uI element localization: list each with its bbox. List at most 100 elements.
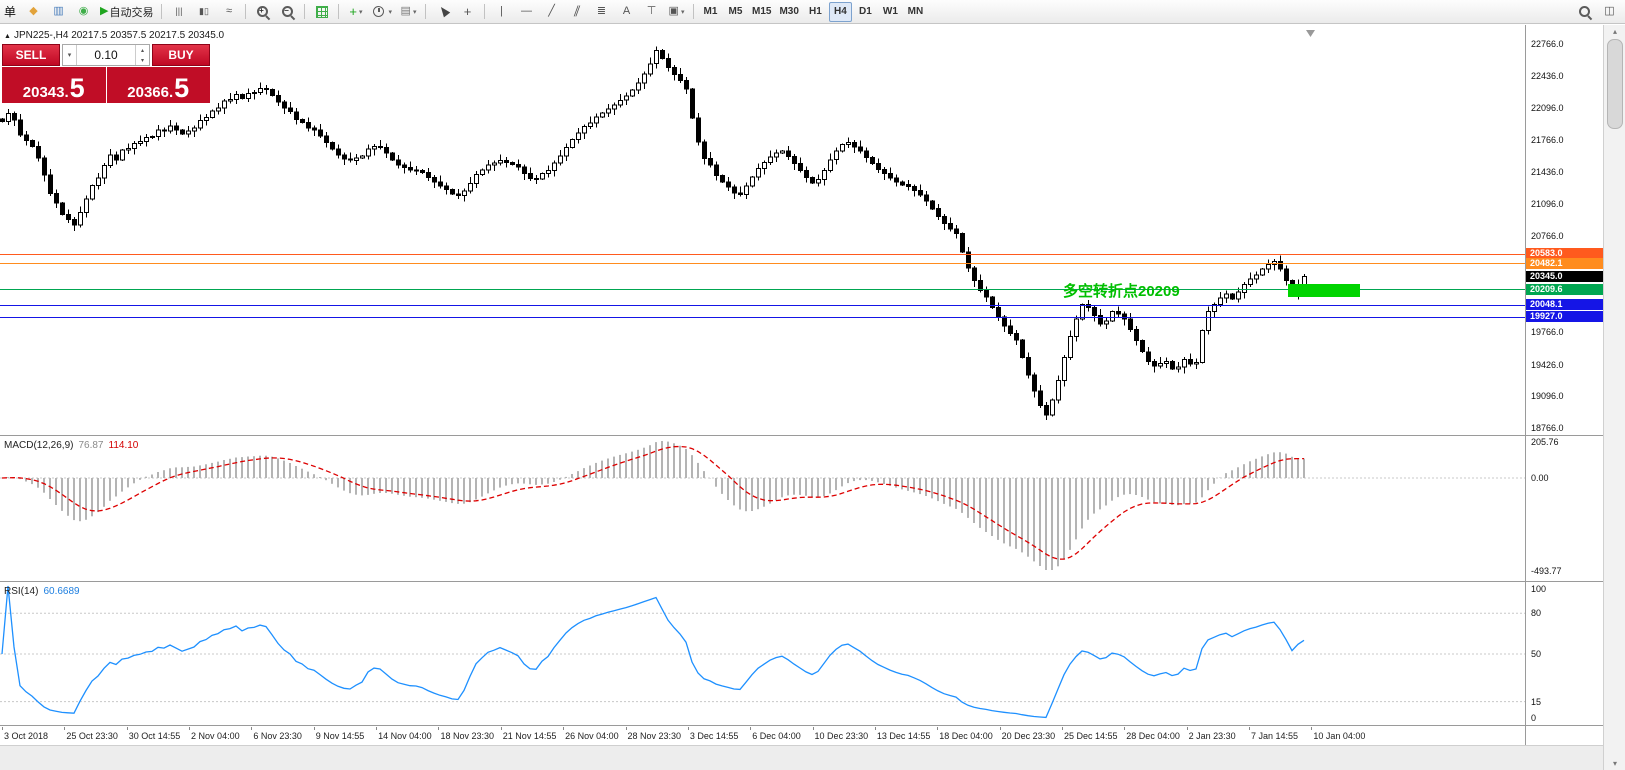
channel-icon[interactable]: ∥: [571, 5, 582, 17]
periods-icon[interactable]: ▾: [369, 2, 395, 22]
scroll-down-icon[interactable]: ▾: [1612, 759, 1617, 768]
indicators-icon[interactable]: + ▾: [349, 4, 363, 19]
time-axis-tick: [2, 727, 3, 730]
panel-separator[interactable]: [0, 581, 1603, 582]
autotrading-button[interactable]: ▶ 自动交易: [100, 5, 154, 19]
templates-icon-dropdown[interactable]: ▾: [412, 8, 417, 16]
search-icon[interactable]: [1573, 2, 1596, 22]
timeframe-mn[interactable]: MN: [907, 6, 924, 17]
bar-chart-icon[interactable]: |||: [175, 6, 183, 16]
line-chart-icon[interactable]: ≈: [225, 5, 232, 17]
navigator-icon[interactable]: ◉: [78, 5, 89, 17]
text-icon[interactable]: A: [622, 5, 631, 17]
crosshair-icon[interactable]: +: [463, 4, 472, 19]
panel-separator[interactable]: [0, 725, 1603, 726]
main-price-chart[interactable]: [0, 28, 1525, 435]
time-axis[interactable]: 3 Oct 2018 25 Oct 23:30 30 Oct 14:55 2 Nov …: [0, 727, 1525, 745]
time-axis-label: 28 Nov 23:30: [627, 731, 682, 741]
shapes-icon-dropdown[interactable]: ▾: [680, 8, 685, 16]
macd-axis-label: -493.77: [1531, 566, 1562, 576]
macd-indicator-panel[interactable]: [0, 437, 1525, 581]
time-axis-tick: [1186, 727, 1188, 730]
timeframe-h1[interactable]: H1: [809, 6, 822, 17]
zoom-in-icon[interactable]: +: [251, 2, 274, 22]
timeframe-m15[interactable]: M15: [752, 6, 772, 17]
price-tag: 19927.0: [1526, 311, 1603, 322]
tile-windows-icon[interactable]: [310, 2, 333, 22]
sell-price-panel[interactable]: 20343. 5: [2, 67, 106, 103]
sell-button[interactable]: SELL: [2, 44, 60, 66]
volume-value[interactable]: 0.10: [94, 48, 118, 62]
volume-dropdown-icon[interactable]: ▾: [63, 45, 77, 65]
sell-price: 20343.: [22, 84, 69, 101]
volume-control[interactable]: ▾ 0.10 ▴ ▾: [62, 44, 150, 66]
chart-ohlc-values: 20217.5 20357.5 20217.5 20345.0: [71, 30, 225, 41]
rsi-axis-label: 100: [1531, 584, 1547, 594]
price-axis-label: 22436.0: [1531, 71, 1564, 81]
fibonacci-icon[interactable]: ≣: [596, 5, 607, 17]
timeframe-d1[interactable]: D1: [859, 6, 872, 17]
time-axis-label: 6 Nov 23:30: [253, 731, 302, 741]
time-axis-label: 10 Jan 04:00: [1313, 731, 1366, 741]
time-axis-tick: [313, 727, 315, 730]
candlestick-chart-icon[interactable]: ▮▯: [199, 6, 209, 16]
volume-spinner[interactable]: ▴ ▾: [135, 45, 149, 65]
timeframe-m30[interactable]: M30: [779, 6, 799, 17]
chart-shift-marker-icon[interactable]: [1306, 30, 1315, 37]
cursor-icon[interactable]: [431, 2, 454, 22]
tile-windows-icon: [315, 5, 328, 18]
buy-button[interactable]: BUY: [152, 44, 210, 66]
timeframe-m5[interactable]: M5: [728, 6, 743, 17]
templates-icon[interactable]: ▤ ▾: [400, 5, 417, 17]
text-label-icon[interactable]: ⊤: [646, 5, 657, 17]
trendline-icon[interactable]: ╱: [548, 5, 555, 17]
price-axis-label: 19426.0: [1531, 360, 1564, 370]
buy-price-panel[interactable]: 20366. 5: [106, 67, 210, 104]
toolbar-separator: [425, 4, 426, 19]
market-watch-icon[interactable]: ▥: [53, 5, 64, 17]
macd-label: MACD(12,26,9) 76.87 114.10: [4, 440, 138, 451]
price-axis-label: 20766.0: [1531, 231, 1564, 241]
time-axis-tick: [189, 727, 191, 730]
time-axis-label: 21 Nov 14:55: [502, 731, 557, 741]
panel-separator[interactable]: [0, 435, 1603, 436]
rsi-value: 60.6689: [43, 586, 80, 597]
vertical-scrollbar[interactable]: ▴ ▾: [1603, 25, 1625, 770]
time-axis-tick: [1124, 727, 1126, 730]
time-axis-tick: [376, 727, 378, 730]
toolbar-separator: [304, 4, 306, 19]
new-order-icon[interactable]: ◆: [29, 5, 38, 17]
indicators-icon-dropdown[interactable]: ▾: [359, 8, 363, 16]
volume-up-icon[interactable]: ▴: [140, 47, 144, 54]
rsi-indicator-panel[interactable]: [0, 583, 1525, 725]
timeframe-h4[interactable]: H4: [828, 1, 852, 22]
timeframe-w1[interactable]: W1: [882, 6, 898, 17]
macd-name: MACD(12,26,9): [4, 440, 74, 451]
time-axis-label: 2 Nov 04:00: [191, 731, 240, 741]
price-axis-label: 21766.0: [1531, 135, 1564, 145]
time-axis-label: 26 Nov 04:00: [565, 731, 619, 741]
periods-icon: [372, 5, 386, 19]
zoom-out-icon[interactable]: −: [276, 2, 299, 22]
chart-windows-icon[interactable]: ◫: [1604, 5, 1615, 17]
time-axis-label: 25 Dec 14:55: [1063, 731, 1118, 741]
one-click-collapse-icon[interactable]: ▲: [4, 33, 11, 40]
volume-down-icon[interactable]: ▾: [140, 57, 144, 64]
horizontal-line-icon[interactable]: —: [521, 5, 532, 17]
periods-icon-dropdown[interactable]: ▾: [388, 8, 392, 16]
buy-price: 20366.: [127, 84, 174, 101]
scroll-up-icon[interactable]: ▴: [1612, 27, 1617, 36]
sell-price-fraction: 5: [69, 73, 85, 104]
macd-axis-label: 0.00: [1531, 473, 1549, 483]
buy-price-fraction: 5: [174, 73, 190, 104]
price-tag: 20209.6: [1526, 284, 1603, 295]
timeframe-m1[interactable]: M1: [703, 6, 718, 17]
scrollbar-thumb[interactable]: [1607, 39, 1623, 129]
rsi-axis-label: 15: [1531, 697, 1542, 707]
vertical-line-icon[interactable]: |: [500, 5, 503, 17]
price-tag: 20345.0: [1526, 271, 1603, 282]
shapes-icon[interactable]: ▣ ▾: [668, 5, 685, 17]
rsi-label: RSI(14) 60.6689: [4, 586, 80, 597]
menu-fragment[interactable]: 单: [4, 5, 17, 19]
